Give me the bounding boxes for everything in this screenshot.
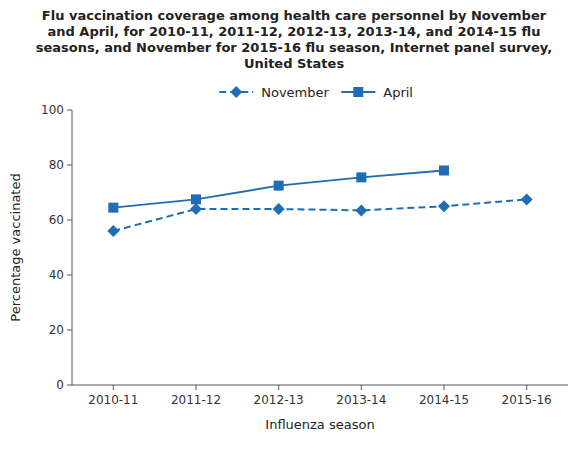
legend-label: April: [383, 85, 413, 100]
x-tick: [526, 385, 527, 390]
series-marker: [521, 193, 533, 205]
x-tick-label: 2010-11: [88, 393, 138, 407]
y-tick-label: 0: [56, 378, 64, 392]
x-axis-label: Influenza season: [265, 417, 374, 432]
y-tick-label: 60: [49, 213, 64, 227]
x-tick-label: 2013-14: [336, 393, 386, 407]
y-tick-label: 20: [49, 323, 64, 337]
legend-label: November: [261, 85, 329, 100]
series-line: [113, 199, 526, 231]
x-tick-label: 2014-15: [419, 393, 469, 407]
title-line: and April, for 2010-11, 2011-12, 2012-13…: [47, 24, 540, 39]
x-tick: [113, 385, 114, 390]
y-tick: [67, 165, 72, 166]
series-line: [113, 171, 444, 208]
x-tick-label: 2015-16: [502, 393, 552, 407]
title-line: Flu vaccination coverage among health ca…: [42, 8, 547, 23]
y-tick: [67, 110, 72, 111]
series-marker: [108, 203, 118, 213]
series-0: [107, 193, 532, 237]
series-marker: [107, 225, 119, 237]
x-tick: [444, 385, 445, 390]
y-tick-label: 40: [49, 268, 64, 282]
series-marker: [191, 194, 201, 204]
title-line: seasons, and November for 2015-16 flu se…: [36, 40, 552, 55]
x-axis-line: [72, 385, 568, 386]
legend-item: April: [341, 85, 413, 100]
x-tick-label: 2011-12: [171, 393, 221, 407]
series-marker: [273, 203, 285, 215]
y-tick: [67, 275, 72, 276]
x-tick-label: 2012-13: [254, 393, 304, 407]
y-axis-line: [72, 110, 73, 385]
y-tick: [67, 220, 72, 221]
series-marker: [438, 200, 450, 212]
series-marker: [274, 181, 284, 191]
legend-item: November: [219, 85, 329, 100]
legend-swatch-marker: [353, 87, 363, 97]
chart-container: Flu vaccination coverage among health ca…: [0, 0, 588, 451]
legend-swatch-marker: [230, 86, 242, 98]
series-1: [108, 166, 449, 213]
y-tick-label: 100: [41, 103, 64, 117]
x-tick: [196, 385, 197, 390]
title-line: United States: [244, 56, 345, 71]
series-marker: [439, 166, 449, 176]
axes: 0 20 40 60 80 100 2010-11 2011-12 2012-13 2013-14…: [41, 103, 568, 407]
legend: November April: [219, 85, 413, 100]
series-marker: [356, 172, 366, 182]
plot-marks: [107, 166, 532, 238]
y-axis-label: Percentage vaccinated: [8, 173, 23, 321]
chart-title: Flu vaccination coverage among health ca…: [36, 8, 552, 71]
series-marker: [190, 203, 202, 215]
x-tick: [361, 385, 362, 390]
series-marker: [355, 204, 367, 216]
x-tick: [278, 385, 279, 390]
y-tick: [67, 385, 72, 386]
y-tick: [67, 330, 72, 331]
chart-svg: Flu vaccination coverage among health ca…: [0, 0, 588, 451]
y-tick-label: 80: [49, 158, 64, 172]
